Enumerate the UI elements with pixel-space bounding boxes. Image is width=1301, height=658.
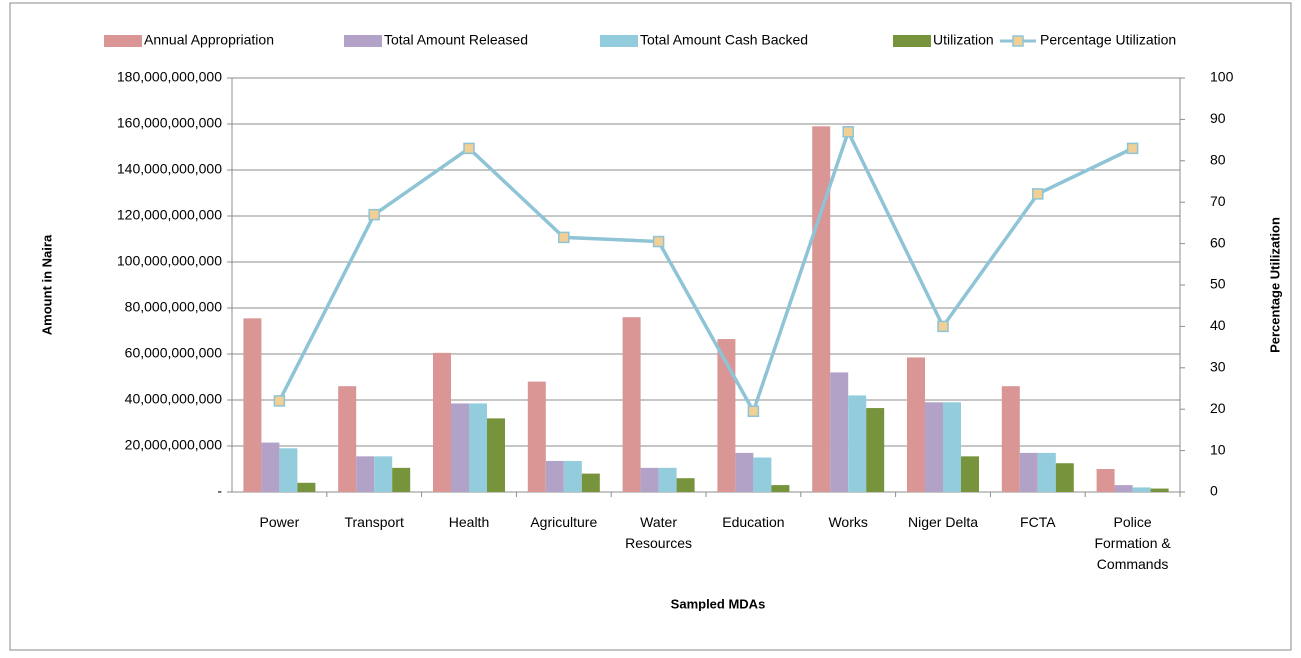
bar (487, 418, 505, 492)
legend-label: Total Amount Released (384, 32, 528, 48)
y-tick-label: 60,000,000,000 (125, 345, 223, 361)
bar (279, 448, 298, 492)
y-tick-label: - (217, 483, 222, 499)
bar (658, 467, 677, 492)
bar (640, 467, 659, 492)
bar (243, 318, 262, 492)
y-tick-label: 80,000,000,000 (125, 299, 223, 315)
bar (753, 457, 772, 492)
bar (1019, 452, 1038, 492)
bar (848, 395, 867, 492)
y2-tick-label: 100 (1210, 69, 1234, 85)
y2-tick-label: 50 (1210, 276, 1226, 292)
x-tick-label: Niger Delta (907, 514, 979, 530)
y-tick-label: 140,000,000,000 (117, 161, 222, 177)
bar (1037, 452, 1056, 492)
x-tick-label: Police Formation & Commands (1094, 514, 1171, 572)
bar (469, 403, 487, 492)
bar (622, 317, 641, 492)
y2-axis-title: Percentage Utilization (1267, 217, 1282, 353)
bar (771, 485, 790, 492)
marker (1126, 142, 1139, 155)
marker (1032, 188, 1044, 200)
line (277, 127, 1134, 416)
x-axis-title: Sampled MDAs (671, 596, 766, 611)
y-axis-title: Amount in Naira (39, 234, 54, 335)
y-tick-label: 180,000,000,000 (117, 69, 222, 85)
legend-label: Total Amount Cash Backed (640, 32, 808, 48)
bar (907, 357, 925, 492)
bar (866, 408, 885, 492)
y2-tick-label: 30 (1210, 359, 1226, 375)
marker (368, 208, 380, 221)
x-tick-label: Works (828, 514, 868, 530)
y2-tick-label: 0 (1210, 483, 1218, 499)
bar (717, 339, 736, 492)
y-tick-label: 120,000,000,000 (117, 207, 222, 223)
bar (297, 482, 316, 492)
x-tick-label: FCTA (1020, 514, 1056, 530)
marker (463, 142, 475, 155)
x-tick-label: Water Resources (625, 514, 693, 551)
marker (937, 320, 949, 333)
bar (374, 456, 393, 492)
x-tick-label: Health (448, 514, 490, 530)
legend-marker (1012, 35, 1024, 47)
bar (356, 456, 375, 492)
bar (961, 456, 979, 492)
marker (558, 231, 570, 244)
bar (581, 473, 600, 492)
legend-label: Percentage Utilization (1040, 32, 1176, 48)
bar (1055, 463, 1074, 492)
bar (1096, 469, 1115, 492)
bar (812, 126, 831, 493)
legend-swatch (104, 35, 142, 47)
y2-tick-label: 80 (1210, 152, 1226, 168)
x-tick-label: Power (259, 514, 300, 530)
y-tick-label: 160,000,000,000 (117, 115, 222, 131)
y-tick-label: 100,000,000,000 (117, 253, 222, 269)
legend-label: Utilization (933, 32, 994, 48)
bar (943, 402, 961, 492)
legend-swatch (344, 35, 382, 47)
bar (451, 403, 469, 492)
bar (338, 386, 357, 492)
bar (545, 460, 564, 492)
y2-tick-label: 60 (1210, 234, 1226, 250)
x-tick-label: Transport (344, 514, 404, 530)
x-tick-label: Agriculture (530, 514, 598, 530)
y-tick-label: 40,000,000,000 (125, 391, 223, 407)
marker (747, 405, 760, 418)
y2-tick-label: 40 (1210, 317, 1226, 333)
chart-frame (9, 2, 1292, 651)
y2-tick-label: 70 (1210, 193, 1226, 209)
bar (392, 467, 411, 492)
bar (433, 352, 451, 492)
bar (1114, 485, 1133, 492)
legend-label: Annual Appropriation (144, 32, 274, 48)
marker (273, 395, 286, 407)
bar (676, 478, 695, 492)
marker (652, 235, 665, 248)
y2-tick-label: 90 (1210, 110, 1226, 126)
bar (925, 402, 943, 492)
bar (830, 372, 849, 492)
marker (842, 126, 854, 138)
bar (1150, 488, 1169, 492)
bar (735, 452, 754, 492)
y-tick-label: 20,000,000,000 (125, 437, 223, 453)
bar (527, 381, 546, 492)
y2-tick-label: 20 (1210, 400, 1226, 416)
y2-tick-label: 10 (1210, 441, 1226, 457)
bar (1001, 386, 1020, 492)
bar (563, 460, 582, 492)
bar (1132, 487, 1151, 492)
bar (261, 442, 280, 492)
legend-swatch (893, 35, 931, 47)
legend-swatch (600, 35, 638, 47)
x-tick-label: Education (722, 514, 785, 530)
